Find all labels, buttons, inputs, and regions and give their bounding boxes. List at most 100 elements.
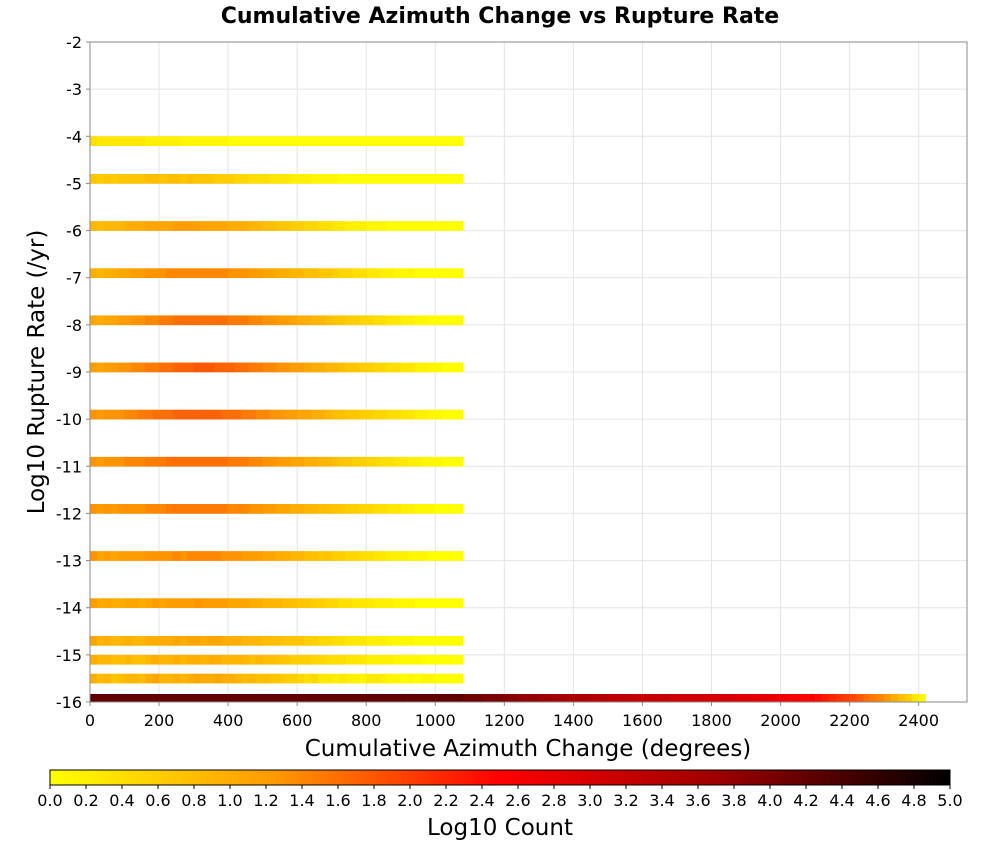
heatmap-cell [359,456,367,467]
heatmap-cell [304,694,312,703]
heatmap-cell [297,221,305,231]
heatmap-cell [352,268,360,279]
heatmap-cell [179,654,187,665]
heatmap-cell [255,673,263,684]
heatmap-cell [449,673,457,684]
heatmap-cell [159,136,167,147]
heatmap-cell [324,315,332,326]
heatmap-cell [331,221,339,231]
heatmap-cell [380,694,388,703]
heatmap-cell [331,456,339,467]
heatmap-cell [241,362,250,373]
heatmap-cell [179,504,187,514]
heatmap-cell [124,174,132,184]
heatmap-cell [262,409,270,420]
heatmap-cell [331,409,339,420]
heatmap-cell [366,315,374,326]
heatmap-cell [207,504,215,514]
heatmap-cell [269,362,277,373]
heatmap-cell [359,598,367,609]
heatmap-cell [393,268,402,279]
heatmap-cell [345,598,353,609]
heatmap-cell [283,694,291,703]
heatmap-cell [324,136,332,147]
heatmap-cell [331,654,339,665]
heatmap-cell [131,598,139,609]
heatmap-cell [828,694,837,703]
heatmap-cell [359,504,367,514]
heatmap-cell [428,136,436,147]
heatmap-cell [172,136,181,147]
heatmap-cell [386,315,395,326]
heatmap-cell [145,598,153,609]
heatmap-cell [283,409,291,420]
heatmap-cell [607,694,616,703]
heatmap-cell [186,362,194,373]
heatmap-cell [179,221,187,231]
heatmap-cell [304,136,312,147]
heatmap-cell [103,174,112,184]
heatmap-cell [186,636,194,646]
heatmap-cell [352,598,360,609]
heatmap-cell [386,636,395,646]
heatmap-cell [366,362,374,373]
heatmap-cell [117,673,125,684]
heatmap-cell [310,362,319,373]
heatmap-cell [179,598,187,609]
colorbar-tick-label: 4.6 [865,791,890,810]
heatmap-cell [90,315,98,326]
heatmap-cell [573,694,581,703]
heatmap-cell [276,268,284,279]
heatmap-cell [290,636,298,646]
colorbar-tick-label: 2.2 [433,791,458,810]
heatmap-cell [310,636,319,646]
heatmap-cell [442,136,450,147]
heatmap-cell [138,362,146,373]
heatmap-cell [663,694,671,703]
heatmap-cell [331,504,339,514]
heatmap-cell [276,598,284,609]
heatmap-cell [331,268,339,279]
heatmap-cell [186,504,194,514]
heatmap-cell [815,694,823,703]
heatmap-cell [228,654,236,665]
heatmap-cell [414,694,422,703]
heatmap-cell [373,598,381,609]
heatmap-cell [241,654,250,665]
heatmap-cell [200,268,208,279]
heatmap-cell [255,136,263,147]
heatmap-cell [345,221,353,231]
heatmap-cell [317,174,326,184]
heatmap-cell [683,694,692,703]
heatmap-cell [317,551,326,561]
heatmap-cell [304,504,312,514]
heatmap-cell [283,268,291,279]
heatmap-cell [393,673,402,684]
heatmap-cell [352,409,360,420]
heatmap-cell [214,654,222,665]
heatmap-cell [338,362,346,373]
heatmap-cell [172,673,181,684]
colorbar-tick-label: 2.4 [469,791,494,810]
heatmap-cell [228,456,236,467]
heatmap-cell [449,409,457,420]
heatmap-cell [179,315,187,326]
heatmap-cell [131,268,139,279]
heatmap-cell [152,221,160,231]
heatmap-cell [345,654,353,665]
heatmap-cell [117,315,125,326]
heatmap-cell [331,551,339,561]
heatmap-cell [159,268,167,279]
heatmap-cell [276,315,284,326]
heatmap-cell [421,362,429,373]
heatmap-cell [172,504,181,514]
heatmap-cell [352,456,360,467]
heatmap-cell [262,598,270,609]
heatmap-cell [842,694,850,703]
y-tick-label: -16 [56,693,82,712]
heatmap-cell [400,598,408,609]
heatmap-cell [124,136,132,147]
heatmap-cell [787,694,795,703]
heatmap-cell [324,174,332,184]
heatmap-cell [193,315,201,326]
